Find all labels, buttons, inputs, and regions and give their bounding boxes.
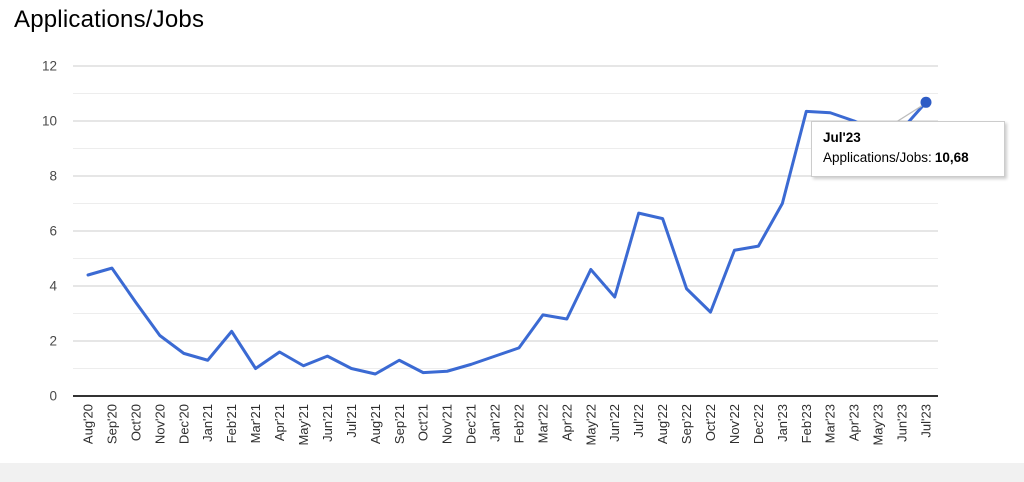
x-tick-label: May'23 xyxy=(871,404,886,446)
x-tick-label: Nov'21 xyxy=(440,404,455,444)
highlight-dot[interactable] xyxy=(920,96,932,108)
x-tick-label: Oct'21 xyxy=(416,404,431,441)
x-tick-label: May'21 xyxy=(296,404,311,446)
y-tick-label: 0 xyxy=(49,389,57,404)
tooltip-value: 10,68 xyxy=(934,150,969,165)
x-tick-label: Jan'21 xyxy=(200,404,215,442)
x-tick-label: Feb'21 xyxy=(224,404,239,443)
x-tick-label: Mar'23 xyxy=(823,404,838,443)
y-tick-label: 4 xyxy=(49,279,57,294)
x-tick-label: Nov'22 xyxy=(727,404,742,444)
tooltip-title: Jul'23 xyxy=(823,130,861,145)
y-tick-label: 12 xyxy=(42,59,57,74)
x-tick-label: Dec'21 xyxy=(464,404,479,444)
x-tick-label: Dec'20 xyxy=(176,404,191,444)
x-tick-label: Oct'22 xyxy=(703,404,718,441)
data-line[interactable] xyxy=(86,100,928,376)
x-tick-label: Jun'21 xyxy=(320,404,335,442)
x-tick-label: Sep'20 xyxy=(104,404,119,444)
x-tick-label: Dec'22 xyxy=(751,404,766,444)
y-tick-label: 8 xyxy=(49,169,57,184)
x-tick-label: Nov'20 xyxy=(152,404,167,444)
y-tick-label: 10 xyxy=(42,114,57,129)
x-tick-label: May'22 xyxy=(583,404,598,446)
page-bottom-strip xyxy=(0,463,1024,482)
x-tick-label: Jul'21 xyxy=(344,404,359,438)
x-tick-label: Feb'23 xyxy=(799,404,814,443)
x-tick-label: Sep'22 xyxy=(679,404,694,444)
x-tick-label: Aug'20 xyxy=(81,404,96,444)
x-tick-label: Aug'21 xyxy=(368,404,383,444)
tooltip-row: Applications/Jobs: 10,68 xyxy=(823,150,993,165)
tooltip-series-label: Applications/Jobs: xyxy=(823,150,932,165)
x-tick-label: Oct'20 xyxy=(128,404,143,441)
x-tick-label: Jun'23 xyxy=(895,404,910,442)
chart-title: Applications/Jobs xyxy=(14,6,205,33)
x-tick-label: Apr'21 xyxy=(272,404,287,441)
y-tick-label: 6 xyxy=(49,224,57,239)
x-tick-label: Jan'22 xyxy=(488,404,503,442)
tooltip: Jul'23 Applications/Jobs: 10,68 xyxy=(811,121,1005,177)
y-tick-label: 2 xyxy=(49,334,57,349)
x-tick-label: Jan'23 xyxy=(775,404,790,442)
x-tick-label: Feb'22 xyxy=(511,404,526,443)
x-tick-label: Mar'22 xyxy=(535,404,550,443)
x-tick-label: Jul'23 xyxy=(919,404,934,438)
x-tick-label: Jun'22 xyxy=(607,404,622,442)
x-tick-label: Apr'22 xyxy=(559,404,574,441)
x-tick-label: Apr'23 xyxy=(847,404,862,441)
x-tick-label: Aug'22 xyxy=(655,404,670,444)
x-tick-label: Mar'21 xyxy=(248,404,263,443)
tooltip-leader-line xyxy=(896,104,924,123)
x-tick-label: Sep'21 xyxy=(392,404,407,444)
x-tick-label: Jul'22 xyxy=(631,404,646,438)
